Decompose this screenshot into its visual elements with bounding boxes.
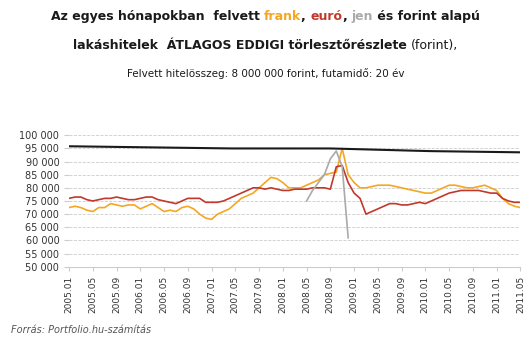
Text: lakáshitelek  ÁTLAGOS EDDIGI törlesztőrészlete: lakáshitelek ÁTLAGOS EDDIGI törlesztőrés… <box>73 39 411 52</box>
Text: frank: frank <box>264 10 302 23</box>
Text: Forrás: Portfolio.hu-számítás: Forrás: Portfolio.hu-számítás <box>11 325 151 335</box>
Text: ,: , <box>342 10 352 23</box>
Text: ,: , <box>302 10 311 23</box>
Text: jen: jen <box>352 10 373 23</box>
Text: (forint),: (forint), <box>411 39 458 52</box>
Text: és forint alapú: és forint alapú <box>373 10 480 23</box>
Text: euró: euró <box>311 10 342 23</box>
Text: Az egyes hónapokban  felvett: Az egyes hónapokban felvett <box>51 10 264 23</box>
Text: Felvett hitelösszeg: 8 000 000 forint, futamidő: 20 év: Felvett hitelösszeg: 8 000 000 forint, f… <box>127 68 404 79</box>
